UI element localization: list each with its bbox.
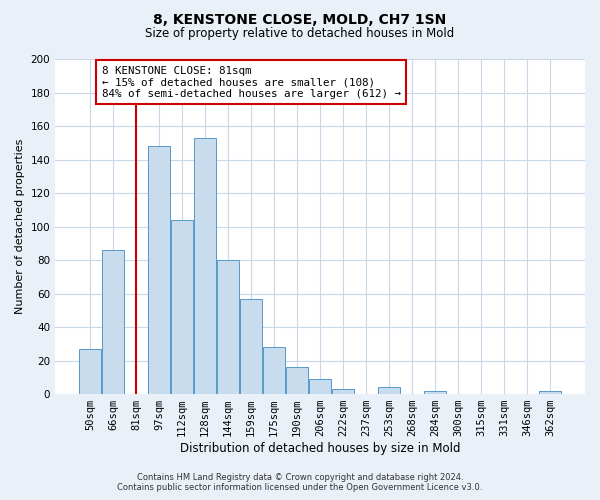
Text: 8, KENSTONE CLOSE, MOLD, CH7 1SN: 8, KENSTONE CLOSE, MOLD, CH7 1SN xyxy=(154,12,446,26)
Bar xyxy=(240,298,262,394)
Text: 8 KENSTONE CLOSE: 81sqm
← 15% of detached houses are smaller (108)
84% of semi-d: 8 KENSTONE CLOSE: 81sqm ← 15% of detache… xyxy=(101,66,401,99)
Bar xyxy=(263,347,285,394)
Y-axis label: Number of detached properties: Number of detached properties xyxy=(15,139,25,314)
Bar xyxy=(148,146,170,394)
Bar xyxy=(102,250,124,394)
X-axis label: Distribution of detached houses by size in Mold: Distribution of detached houses by size … xyxy=(180,442,460,455)
Bar xyxy=(171,220,193,394)
Bar xyxy=(286,368,308,394)
Bar xyxy=(424,390,446,394)
Bar xyxy=(194,138,216,394)
Text: Size of property relative to detached houses in Mold: Size of property relative to detached ho… xyxy=(145,28,455,40)
Bar xyxy=(332,389,354,394)
Bar xyxy=(539,390,561,394)
Bar xyxy=(217,260,239,394)
Bar xyxy=(309,379,331,394)
Bar xyxy=(378,388,400,394)
Bar xyxy=(79,349,101,394)
Text: Contains HM Land Registry data © Crown copyright and database right 2024.
Contai: Contains HM Land Registry data © Crown c… xyxy=(118,473,482,492)
